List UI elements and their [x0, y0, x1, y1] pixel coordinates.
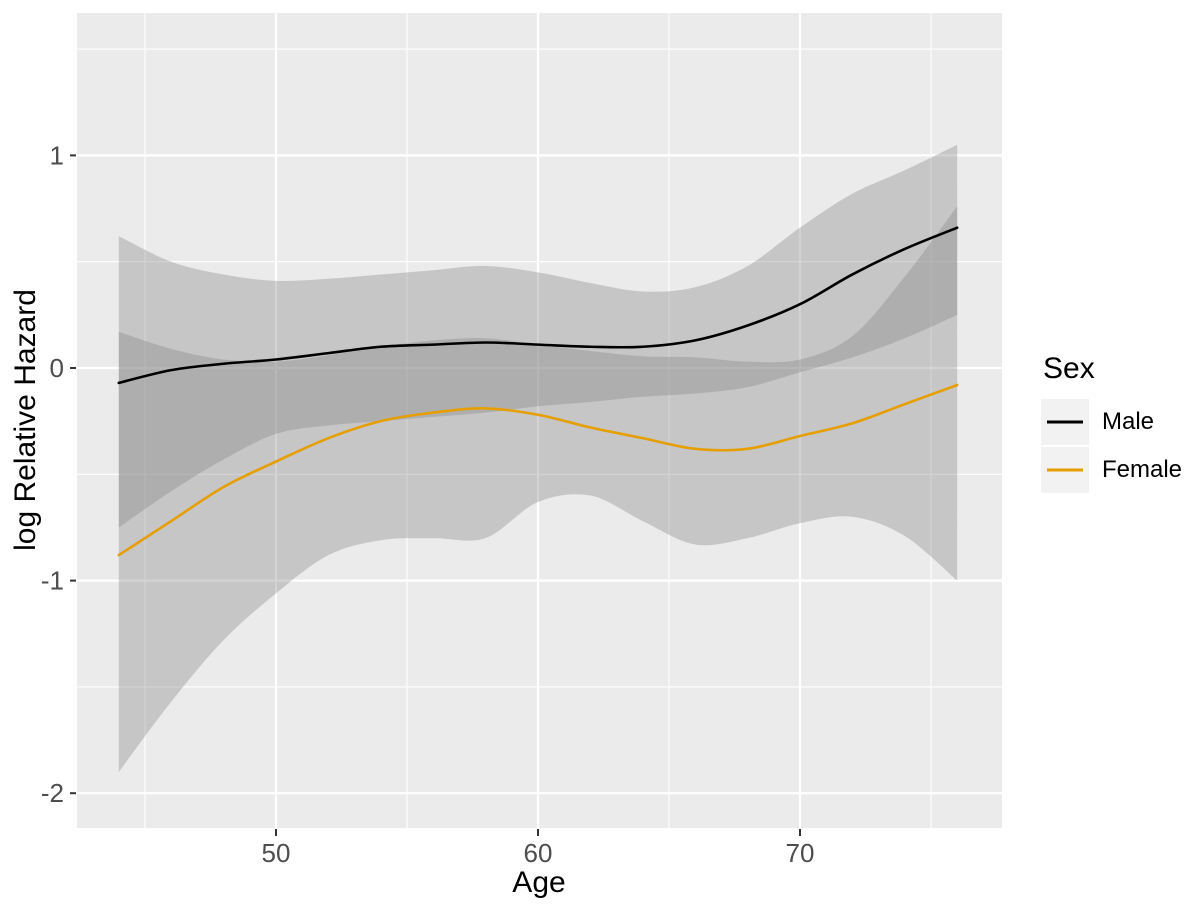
y-tick-label: 1: [50, 140, 64, 170]
male-confidence-ribbon: [118, 144, 958, 528]
confidence-ribbons: [118, 144, 958, 772]
x-tick-label: 50: [262, 838, 291, 868]
y-axis-title: log Relative Hazard: [9, 289, 42, 551]
legend-key-female: [1041, 447, 1089, 493]
legend-label-male: Male: [1102, 408, 1155, 435]
female-line-swatch: [1047, 468, 1083, 472]
male-trend-line: [117, 226, 959, 385]
legend-entry-female: Female: [1041, 447, 1182, 493]
y-tick-label: -2: [41, 778, 64, 808]
female-confidence-ribbon: [118, 206, 958, 772]
axis-ticks: [70, 154, 801, 836]
legend-key-male: [1041, 399, 1089, 445]
legend-entry-male: Male: [1041, 399, 1182, 445]
smoothed-lines: [117, 226, 959, 557]
panel-background: [77, 13, 1002, 828]
female-trend-line: [117, 383, 959, 557]
x-tick-label: 60: [524, 838, 553, 868]
x-tick-label: 70: [786, 838, 815, 868]
minor-gridlines: [77, 13, 1002, 828]
y-tick-label: 0: [50, 353, 64, 383]
major-gridlines: [77, 13, 1002, 828]
legend-label-female: Female: [1102, 456, 1183, 483]
x-axis-title: Age: [512, 866, 566, 899]
male-line-swatch: [1047, 420, 1083, 424]
legend-title: Sex: [1043, 352, 1095, 385]
legend: Sex Male Female: [1041, 352, 1182, 493]
y-tick-label: -1: [41, 566, 64, 596]
axis-tick-labels: 50 60 70 1 0 -1 -2: [41, 140, 815, 868]
